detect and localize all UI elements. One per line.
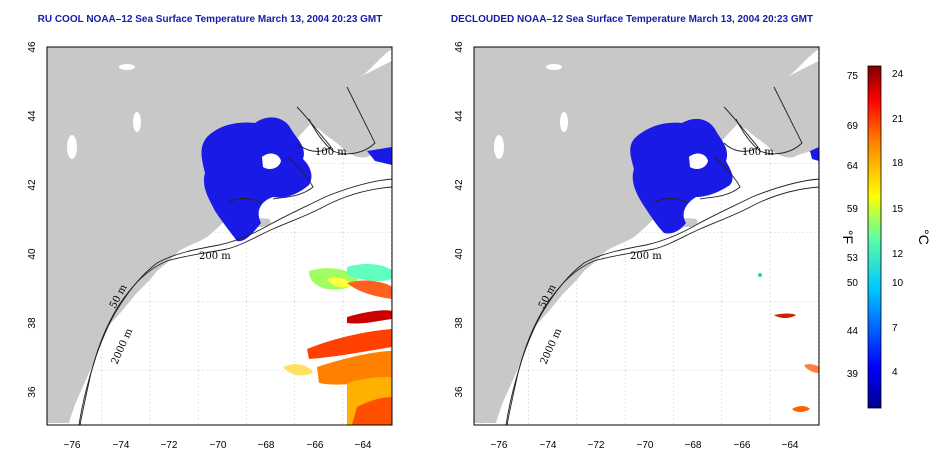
cb-c-tick: 18 — [892, 158, 904, 169]
cb-celsius-unit: °C — [916, 229, 932, 245]
y-tick: 42 — [454, 179, 465, 191]
y-tick: 40 — [454, 248, 465, 260]
y-tick: 40 — [27, 248, 38, 260]
y-tick: 36 — [454, 386, 465, 398]
cb-fahrenheit-unit: °F — [840, 230, 856, 244]
x-tick: −72 — [161, 440, 178, 451]
left-map-border — [46, 46, 393, 426]
y-tick: 44 — [454, 110, 465, 122]
x-tick: −76 — [491, 440, 508, 451]
cb-f-tick: 50 — [847, 278, 859, 289]
cb-f-tick: 64 — [847, 161, 859, 172]
cb-f-tick: 59 — [847, 204, 859, 215]
y-tick: 44 — [27, 110, 38, 122]
left-y-axis: 46 44 42 40 38 36 — [27, 41, 38, 398]
right-map-frame: 100 m 200 m 50 m 2000 m — [473, 46, 820, 426]
left-x-axis: −76 −74 −72 −70 −68 −66 −64 — [64, 440, 372, 451]
right-x-axis: −76 −74 −72 −70 −68 −66 −64 — [491, 440, 799, 451]
cb-c-tick: 12 — [892, 249, 904, 260]
x-tick: −70 — [210, 440, 227, 451]
x-tick: −74 — [540, 440, 557, 451]
contour-label-200m: 200 m — [630, 251, 662, 262]
y-tick: 46 — [454, 41, 465, 53]
cold-water-region — [201, 117, 312, 242]
cb-c-tick: 7 — [892, 323, 898, 334]
cb-c-tick: 24 — [892, 69, 904, 80]
x-tick: −76 — [64, 440, 81, 451]
cb-f-tick: 75 — [847, 71, 859, 82]
cb-c-tick: 10 — [892, 278, 904, 289]
x-tick: −70 — [637, 440, 654, 451]
right-panel-title: DECLOUDED NOAA–12 Sea Surface Temperatur… — [451, 14, 813, 25]
x-tick: −64 — [355, 440, 372, 451]
colorbar-celsius-ticks: 24 21 18 15 12 10 7 4 — [892, 69, 904, 378]
x-tick: −66 — [734, 440, 751, 451]
cb-c-tick: 21 — [892, 114, 904, 125]
y-tick: 38 — [454, 317, 465, 329]
right-y-axis: 46 44 42 40 38 36 — [454, 41, 465, 398]
warm-water-region — [283, 264, 392, 425]
x-tick: −66 — [307, 440, 324, 451]
x-tick: −64 — [782, 440, 799, 451]
left-panel-title: RU COOL NOAA–12 Sea Surface Temperature … — [38, 14, 383, 25]
cb-c-tick: 15 — [892, 204, 904, 215]
cb-c-tick: 4 — [892, 367, 898, 378]
cold-water-region — [630, 118, 733, 234]
right-map-border — [473, 46, 820, 426]
warm-water-region — [758, 273, 819, 412]
contour-label-100m: 100 m — [742, 147, 774, 158]
contour-label-200m: 200 m — [199, 251, 231, 262]
colorbar-ramp — [867, 65, 882, 409]
bathymetry-contours — [78, 86, 392, 425]
cb-f-tick: 44 — [847, 326, 859, 337]
y-tick: 36 — [27, 386, 38, 398]
x-tick: −68 — [685, 440, 702, 451]
colorbar-fahrenheit-ticks: 75 69 64 59 53 50 44 39 — [847, 71, 859, 380]
x-tick: −68 — [258, 440, 275, 451]
cb-f-tick: 53 — [847, 253, 859, 264]
left-map-frame: 100 m 200 m 50 m 2000 m — [46, 46, 393, 426]
y-tick: 46 — [27, 41, 38, 53]
x-tick: −74 — [113, 440, 130, 451]
cb-f-tick: 39 — [847, 369, 859, 380]
cb-f-tick: 69 — [847, 121, 859, 132]
colorbar: 75 69 64 59 53 50 44 39 24 21 18 15 12 1… — [840, 65, 932, 409]
y-tick: 38 — [27, 317, 38, 329]
contour-label-100m: 100 m — [315, 147, 347, 158]
y-tick: 42 — [27, 179, 38, 191]
x-tick: −72 — [588, 440, 605, 451]
bathymetry-contours — [505, 86, 819, 425]
